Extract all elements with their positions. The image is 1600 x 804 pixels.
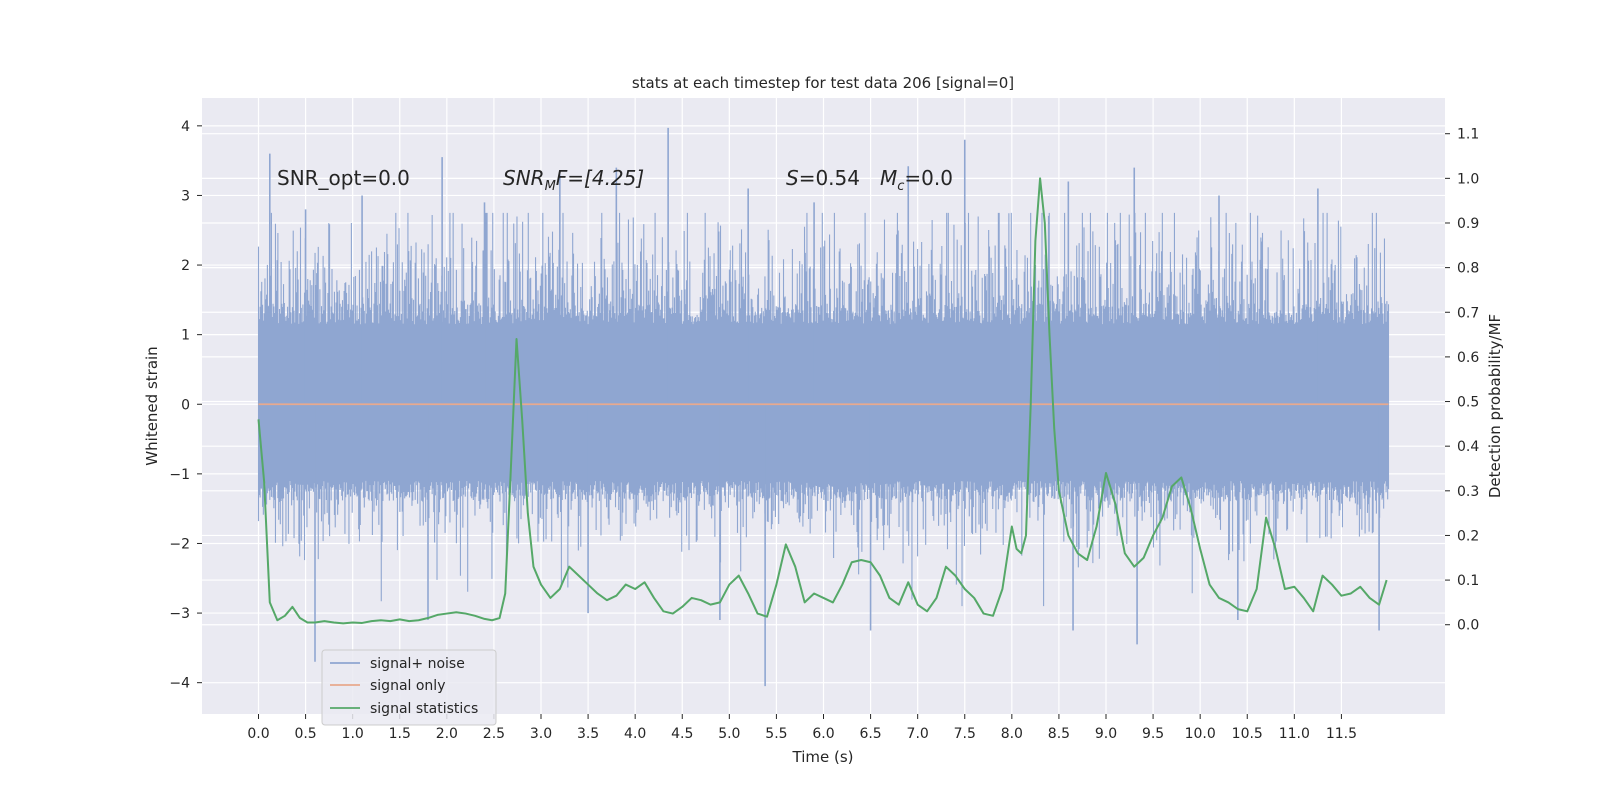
legend-box xyxy=(321,649,497,726)
x-tick-label: 5.0 xyxy=(718,726,740,742)
y-tick-label-left: 3 xyxy=(181,188,190,204)
y-tick-label-left: −2 xyxy=(169,536,190,552)
legend: signal+ noise signal only signal statist… xyxy=(321,649,497,726)
y-tick-label-right: 0.8 xyxy=(1457,261,1479,277)
y-tick-label-left: −1 xyxy=(169,467,190,483)
y-tick-label-right: 0.3 xyxy=(1457,484,1479,500)
y-tick-label-right: 0.2 xyxy=(1457,528,1479,544)
legend-label-signal-only: signal only xyxy=(370,678,445,694)
y-tick-label-right: 0.6 xyxy=(1457,350,1479,366)
signal-statistics-line xyxy=(257,177,1388,625)
x-tick-label: 2.0 xyxy=(436,726,458,742)
x-tick-label: 8.0 xyxy=(1001,726,1023,742)
y-tick-label-left: 1 xyxy=(181,328,190,344)
annotation-snr-opt: SNR_opt=0.0 xyxy=(277,166,410,190)
x-tick-label: 6.0 xyxy=(812,726,834,742)
x-tick-label: 3.0 xyxy=(530,726,552,742)
annotation-mc: Mc=0.0 xyxy=(880,166,953,194)
y-tick-label-left: −3 xyxy=(169,606,190,622)
y-tick-label-left: −4 xyxy=(169,676,190,692)
snr-mf-rest: F=[4.25] xyxy=(556,166,644,190)
chart-title: stats at each timestep for test data 206… xyxy=(632,74,1014,92)
x-tick-label: 4.0 xyxy=(624,726,646,742)
y-tick-label-right: 1.1 xyxy=(1457,127,1479,143)
y-tick-label-right: 0.5 xyxy=(1457,395,1479,411)
x-tick-label: 9.5 xyxy=(1142,726,1164,742)
y-tick-label-left: 0 xyxy=(181,397,190,413)
x-tick-label: 7.5 xyxy=(954,726,976,742)
snr-mf-sub: M xyxy=(545,179,556,194)
s-label: S xyxy=(786,166,799,190)
annotation-snr-mf: SNRMF=[4.25] xyxy=(503,166,644,194)
x-tick-label: 0.0 xyxy=(247,726,269,742)
y-axis-label-left: Whitened strain xyxy=(143,346,161,465)
x-tick-label: 3.5 xyxy=(577,726,599,742)
x-tick-label: 1.5 xyxy=(389,726,411,742)
x-tick-label: 0.5 xyxy=(294,726,316,742)
y-tick-label-left: 4 xyxy=(181,119,190,135)
x-tick-label: 4.5 xyxy=(671,726,693,742)
mc-sub: c xyxy=(897,179,904,194)
legend-label-signal-plus-noise: signal+ noise xyxy=(370,656,465,672)
snr-mf-base: SNR xyxy=(503,166,545,190)
x-tick-label: 9.0 xyxy=(1095,726,1117,742)
x-tick-label: 5.5 xyxy=(765,726,787,742)
x-tick-label: 1.0 xyxy=(342,726,364,742)
series-signal-statistics xyxy=(257,177,1388,625)
s-value: =0.54 xyxy=(799,166,860,190)
y-tick-label-right: 1.0 xyxy=(1457,171,1479,187)
y-tick-label-right: 0.9 xyxy=(1457,216,1479,232)
y-tick-label-right: 0.7 xyxy=(1457,305,1479,321)
mc-value: =0.0 xyxy=(904,166,953,190)
annotation-s: S=0.54 xyxy=(786,166,860,190)
y-tick-label-left: 2 xyxy=(181,258,190,274)
y-tick-label-right: 0.0 xyxy=(1457,618,1479,634)
y-tick-label-right: 0.1 xyxy=(1457,573,1479,589)
x-tick-label: 6.5 xyxy=(859,726,881,742)
x-tick-label: 11.5 xyxy=(1326,726,1357,742)
x-tick-label: 11.0 xyxy=(1279,726,1310,742)
x-tick-label: 7.0 xyxy=(907,726,929,742)
y-axis-label-right: Detection probability/MF xyxy=(1486,314,1504,498)
x-tick-label: 10.0 xyxy=(1185,726,1216,742)
x-axis-label: Time (s) xyxy=(792,748,854,766)
tick-labels: 0.0 0.5 1.0 1.5 2.0 2.5 3.0 3.5 4.0 4.5 5.0 5.5 6.0 6… xyxy=(169,119,1479,742)
y-tick-label-right: 0.4 xyxy=(1457,439,1479,455)
x-tick-label: 10.5 xyxy=(1232,726,1263,742)
legend-label-signal-statistics: signal statistics xyxy=(370,701,478,717)
x-tick-label: 2.5 xyxy=(483,726,505,742)
x-tick-label: 8.5 xyxy=(1048,726,1070,742)
mc-base: M xyxy=(880,166,897,190)
